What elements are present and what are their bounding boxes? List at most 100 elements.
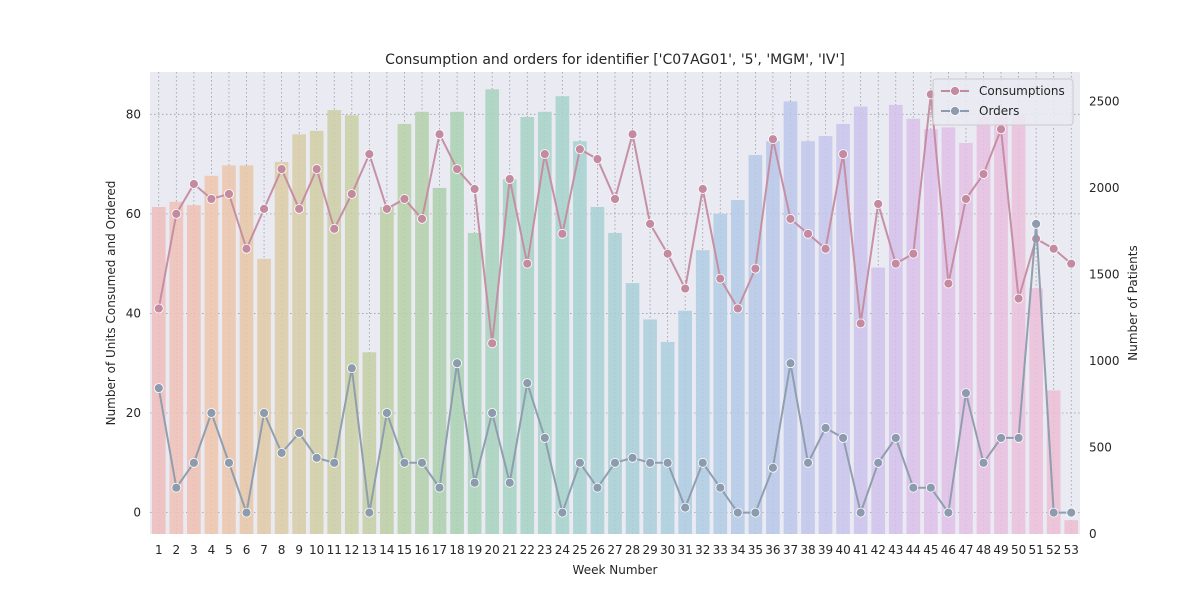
x-tick-label: 14 <box>379 543 394 557</box>
x-axis-label: Week Number <box>573 563 658 577</box>
x-tick-label: 39 <box>818 543 833 557</box>
bar-week-10 <box>309 130 324 534</box>
bar-week-32 <box>695 250 710 534</box>
x-tick-label: 46 <box>941 543 956 557</box>
point-consumptions-week-42 <box>873 199 884 209</box>
point-consumptions-week-6 <box>241 243 252 254</box>
point-orders-week-25 <box>575 457 585 468</box>
x-tick-label: 19 <box>467 543 482 557</box>
point-orders-week-41 <box>855 507 866 518</box>
y2-tick-label: 2000 <box>1089 181 1120 195</box>
bar-week-35 <box>748 155 763 534</box>
point-consumptions-week-1 <box>153 303 164 314</box>
point-consumptions-week-17 <box>434 129 445 140</box>
x-tick-label: 13 <box>362 543 377 557</box>
point-orders-week-40 <box>838 433 849 443</box>
x-tick-label: 18 <box>449 543 464 557</box>
x-tick-label: 3 <box>190 543 198 557</box>
bar-week-29 <box>643 319 657 534</box>
bar-week-26 <box>590 206 605 534</box>
point-orders-week-8 <box>276 447 287 458</box>
bar-week-39 <box>818 136 833 535</box>
bar-week-31 <box>678 310 693 534</box>
point-consumptions-week-38 <box>803 228 813 239</box>
x-tick-label: 9 <box>295 543 303 557</box>
point-consumptions-week-34 <box>732 303 743 314</box>
y-tick-label: 60 <box>126 207 141 221</box>
bar-week-5 <box>222 165 236 534</box>
y-tick-label: 20 <box>126 406 141 420</box>
bar-week-42 <box>871 267 886 534</box>
point-orders-week-38 <box>803 457 813 468</box>
point-orders-week-45 <box>925 482 936 493</box>
point-consumptions-week-4 <box>206 194 217 204</box>
x-tick-label: 44 <box>906 543 921 557</box>
point-consumptions-week-50 <box>1013 293 1024 304</box>
x-tick-labels: 1 2 3 4 5 6 7 8 9 10 11 12 13 14 15 16 17 18 19 20 21 22 23 24 2… <box>155 543 1079 557</box>
point-orders-week-39 <box>820 423 831 433</box>
bars <box>151 89 1079 535</box>
bar-week-33 <box>713 213 728 534</box>
bar-week-46 <box>941 127 956 534</box>
point-orders-week-53 <box>1066 507 1077 518</box>
bar-week-43 <box>888 104 903 534</box>
point-consumptions-week-22 <box>522 258 533 269</box>
point-orders-week-47 <box>961 388 971 399</box>
point-orders-week-10 <box>311 452 322 463</box>
point-orders-week-7 <box>259 408 269 418</box>
bar-week-1 <box>151 206 166 534</box>
point-consumptions-week-44 <box>908 248 919 259</box>
x-tick-label: 5 <box>225 543 233 557</box>
x-tick-label: 16 <box>414 543 429 557</box>
point-consumptions-week-49 <box>996 124 1006 135</box>
y2-tick-label: 1500 <box>1089 267 1120 281</box>
x-tick-label: 12 <box>344 543 359 557</box>
point-orders-week-5 <box>224 457 234 468</box>
x-tick-label: 1 <box>155 543 163 557</box>
point-consumptions-week-47 <box>961 194 971 204</box>
point-orders-week-29 <box>645 457 655 468</box>
point-consumptions-week-35 <box>750 263 761 274</box>
bar-week-52 <box>1046 390 1061 534</box>
bar-week-25 <box>573 141 587 534</box>
x-tick-label: 23 <box>537 543 552 557</box>
point-consumptions-week-53 <box>1066 258 1077 269</box>
point-consumptions-week-33 <box>715 273 726 284</box>
point-consumptions-week-3 <box>188 179 199 189</box>
x-tick-label: 24 <box>555 543 570 557</box>
point-consumptions-week-40 <box>838 149 849 160</box>
point-consumptions-week-28 <box>627 129 638 140</box>
point-orders-week-18 <box>452 358 462 369</box>
bar-week-6 <box>239 165 254 534</box>
point-consumptions-week-9 <box>294 204 305 214</box>
x-tick-label: 28 <box>625 543 640 557</box>
point-consumptions-week-32 <box>697 184 708 194</box>
x-tick-label: 53 <box>1064 543 1079 557</box>
bar-week-27 <box>608 232 622 535</box>
point-orders-week-11 <box>329 457 340 468</box>
bar-week-24 <box>555 96 570 534</box>
x-tick-label: 52 <box>1046 543 1061 557</box>
x-tick-label: 36 <box>765 543 780 557</box>
bar-week-7 <box>257 258 271 534</box>
point-orders-week-49 <box>996 433 1006 443</box>
bar-week-22 <box>520 116 535 534</box>
point-consumptions-week-13 <box>364 149 375 160</box>
point-consumptions-week-30 <box>662 248 673 259</box>
point-consumptions-week-8 <box>276 164 287 174</box>
x-tick-label: 49 <box>993 543 1008 557</box>
legend-label-orders: Orders <box>979 104 1019 118</box>
point-orders-week-33 <box>715 482 726 493</box>
point-orders-week-13 <box>364 507 375 518</box>
x-tick-label: 50 <box>1011 543 1026 557</box>
point-consumptions-week-11 <box>329 223 340 234</box>
point-orders-week-31 <box>680 502 691 513</box>
x-tick-label: 40 <box>835 543 850 557</box>
bar-week-12 <box>344 115 359 535</box>
point-orders-week-17 <box>434 482 445 493</box>
x-tick-label: 48 <box>976 543 991 557</box>
x-tick-label: 33 <box>713 543 728 557</box>
bar-week-38 <box>801 141 815 534</box>
y2-tick-label: 500 <box>1089 440 1112 454</box>
x-tick-label: 42 <box>871 543 886 557</box>
